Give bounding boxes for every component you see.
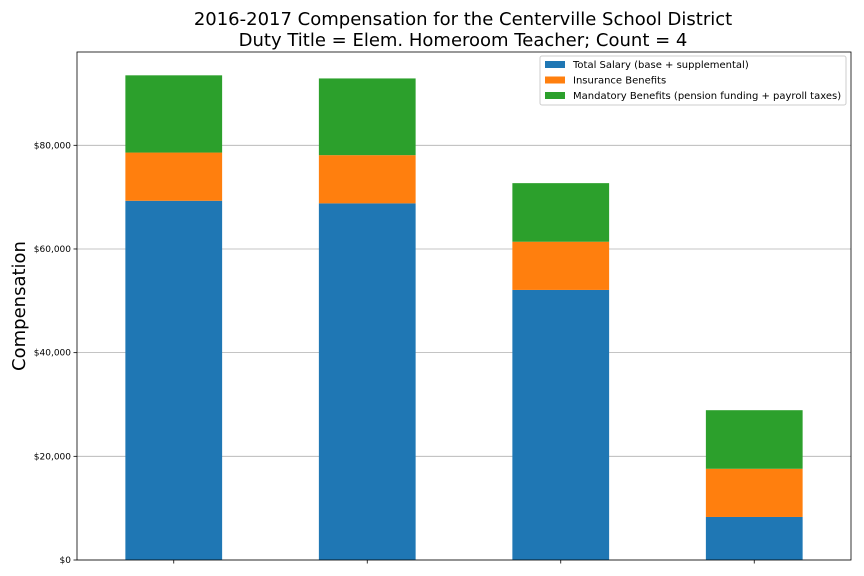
y-tick-label: $20,000 (34, 452, 71, 462)
legend-label: Total Salary (base + supplemental) (572, 60, 749, 71)
legend-box (539, 55, 847, 106)
legend: Total Salary (base + supplemental) Insura… (539, 55, 847, 106)
bar-segment-series2-cat2 (318, 155, 416, 204)
bar-segment-series1-cat1 (125, 200, 223, 560)
y-tick-label: $0 (60, 556, 72, 566)
legend-swatch (545, 76, 565, 84)
plot-frame (76, 51, 852, 561)
bar-segment-series1-cat2 (318, 203, 416, 560)
bar-segment-series3-cat2 (318, 78, 416, 156)
bar-segment-series2-cat1 (125, 152, 223, 201)
legend-swatch (545, 92, 565, 99)
chart-title: 2016-2017 Compensation for the Centervil… (194, 9, 732, 30)
bars (125, 75, 803, 560)
chart-subtitle: Duty Title = Elem. Homeroom Teacher; Cou… (239, 30, 688, 51)
y-tick-label: $60,000 (34, 245, 71, 255)
y-tick-label: $80,000 (34, 141, 71, 151)
bar-segment-series2-cat4 (705, 468, 803, 517)
legend-label: Insurance Benefits (573, 76, 666, 87)
bar-segment-series3-cat3 (512, 183, 610, 242)
bar-segment-series3-cat4 (705, 410, 803, 469)
legend-label: Mandatory Benefits (pension funding + pa… (573, 91, 841, 102)
bar-segment-series1-cat4 (705, 516, 803, 560)
bar-segment-series3-cat1 (125, 75, 223, 153)
y-tick-label: $40,000 (34, 349, 71, 359)
bar-segment-series2-cat3 (512, 241, 610, 290)
bar-segment-series1-cat3 (512, 289, 610, 560)
y-axis-label: Compensation (9, 241, 30, 371)
legend-swatch (545, 61, 565, 68)
axes: $0 $20,000 $40,000 $60,000 $80,000 (34, 51, 852, 566)
